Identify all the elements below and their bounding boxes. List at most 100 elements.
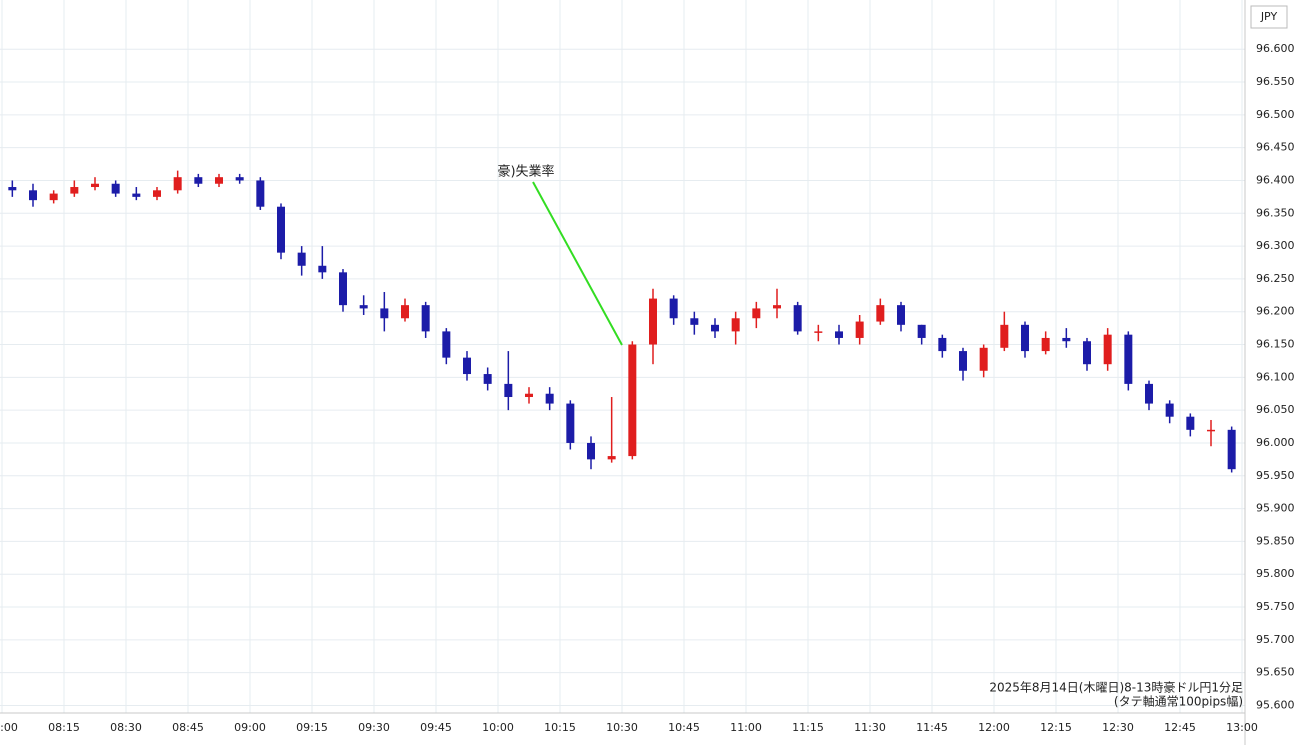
x-tick-label: 13:00 xyxy=(1226,721,1258,734)
x-tick-label: 12:15 xyxy=(1040,721,1072,734)
y-tick-label: 96.350 xyxy=(1256,206,1295,219)
candle-body xyxy=(483,374,492,384)
candle-body xyxy=(690,318,699,325)
candle-body xyxy=(70,187,79,194)
candle-body xyxy=(1000,324,1009,348)
candle xyxy=(380,292,389,332)
candle xyxy=(8,180,17,197)
candle xyxy=(669,295,678,325)
candle-body xyxy=(297,252,306,266)
candle xyxy=(1165,400,1174,424)
candle-body xyxy=(318,265,327,273)
candle xyxy=(690,311,699,335)
candle xyxy=(1124,331,1133,391)
candle xyxy=(587,436,595,470)
candle xyxy=(401,298,409,322)
candle xyxy=(153,187,161,201)
x-tick-label: 10:15 xyxy=(544,721,576,734)
candle xyxy=(1207,419,1215,447)
candle xyxy=(442,328,451,365)
x-tick-label: 11:45 xyxy=(916,721,948,734)
candle-body xyxy=(876,305,885,322)
candle xyxy=(91,177,99,191)
y-tick-label: 96.200 xyxy=(1256,305,1295,318)
x-tick-label: 10:00 xyxy=(482,721,514,734)
candle xyxy=(235,173,244,184)
candle xyxy=(463,351,471,381)
candle-body xyxy=(669,298,678,319)
x-tick-label: 09:45 xyxy=(420,721,452,734)
currency-label: JPY xyxy=(1260,10,1278,23)
candle-body xyxy=(463,357,471,375)
candle xyxy=(711,318,719,338)
candle-body xyxy=(545,393,554,404)
candle xyxy=(814,324,823,342)
candle xyxy=(297,246,306,276)
candle xyxy=(607,397,616,463)
candle-body xyxy=(277,206,285,253)
x-tick-label: 09:00 xyxy=(234,721,266,734)
candle xyxy=(979,344,988,378)
candle-body xyxy=(814,331,823,333)
candle xyxy=(959,347,967,381)
candle-body xyxy=(1124,334,1133,384)
candle-body xyxy=(1145,383,1153,404)
candle-body xyxy=(153,190,161,197)
candle-body xyxy=(752,308,761,319)
candle xyxy=(752,301,761,329)
x-tick-label: 12:30 xyxy=(1102,721,1134,734)
candle xyxy=(1227,426,1236,473)
x-tick-label: 08:30 xyxy=(110,721,142,734)
candle xyxy=(1103,328,1112,371)
y-tick-label: 96.400 xyxy=(1256,173,1295,186)
candle-body xyxy=(8,187,17,191)
candle-body xyxy=(793,305,802,332)
candle xyxy=(917,324,926,345)
y-tick-label: 96.150 xyxy=(1256,338,1295,351)
candle-body xyxy=(111,183,120,194)
candle-body xyxy=(504,383,513,398)
candle xyxy=(132,187,141,201)
candle-body xyxy=(1041,337,1050,352)
candle xyxy=(1083,337,1091,371)
x-tick-label: 12:45 xyxy=(1164,721,1196,734)
y-tick-label: 96.050 xyxy=(1256,403,1295,416)
y-tick-label: 95.850 xyxy=(1256,534,1295,547)
candle-body xyxy=(401,305,409,319)
candle-body xyxy=(1227,429,1236,470)
candle-body xyxy=(1103,334,1112,365)
currency-box xyxy=(1250,5,1288,29)
candle xyxy=(318,246,327,279)
candle-body xyxy=(29,190,37,201)
y-tick-label: 96.450 xyxy=(1256,141,1295,154)
candle xyxy=(277,203,285,260)
candle xyxy=(1062,328,1071,348)
x-tick-label: 08:45 xyxy=(172,721,204,734)
y-tick-label: 96.600 xyxy=(1256,42,1295,55)
candle xyxy=(897,301,905,332)
candle xyxy=(1186,413,1195,437)
candle xyxy=(359,295,368,315)
x-tick-label: 08:15 xyxy=(48,721,80,734)
candle xyxy=(173,170,182,194)
candle xyxy=(649,288,657,365)
y-tick-label: 96.550 xyxy=(1256,75,1295,88)
candle-body xyxy=(1021,324,1029,352)
candle xyxy=(731,311,740,345)
candle xyxy=(194,173,203,188)
candle xyxy=(1021,321,1029,358)
candle-body xyxy=(132,193,141,197)
candle-body xyxy=(525,393,533,398)
candle xyxy=(111,180,120,197)
x-tick-label: 12:00 xyxy=(978,721,1010,734)
y-tick-label: 96.500 xyxy=(1256,108,1295,121)
candle-body xyxy=(979,347,988,371)
candle xyxy=(1000,311,1009,352)
annotation: 豪)失業率 xyxy=(497,164,554,180)
candle xyxy=(256,177,265,210)
y-tick-label: 96.000 xyxy=(1256,436,1295,449)
caption: 2025年8月14日(木曜日)8-13時豪ドル円1分足 xyxy=(989,680,1243,695)
candle xyxy=(421,301,430,338)
x-tick-label: 11:15 xyxy=(792,721,824,734)
